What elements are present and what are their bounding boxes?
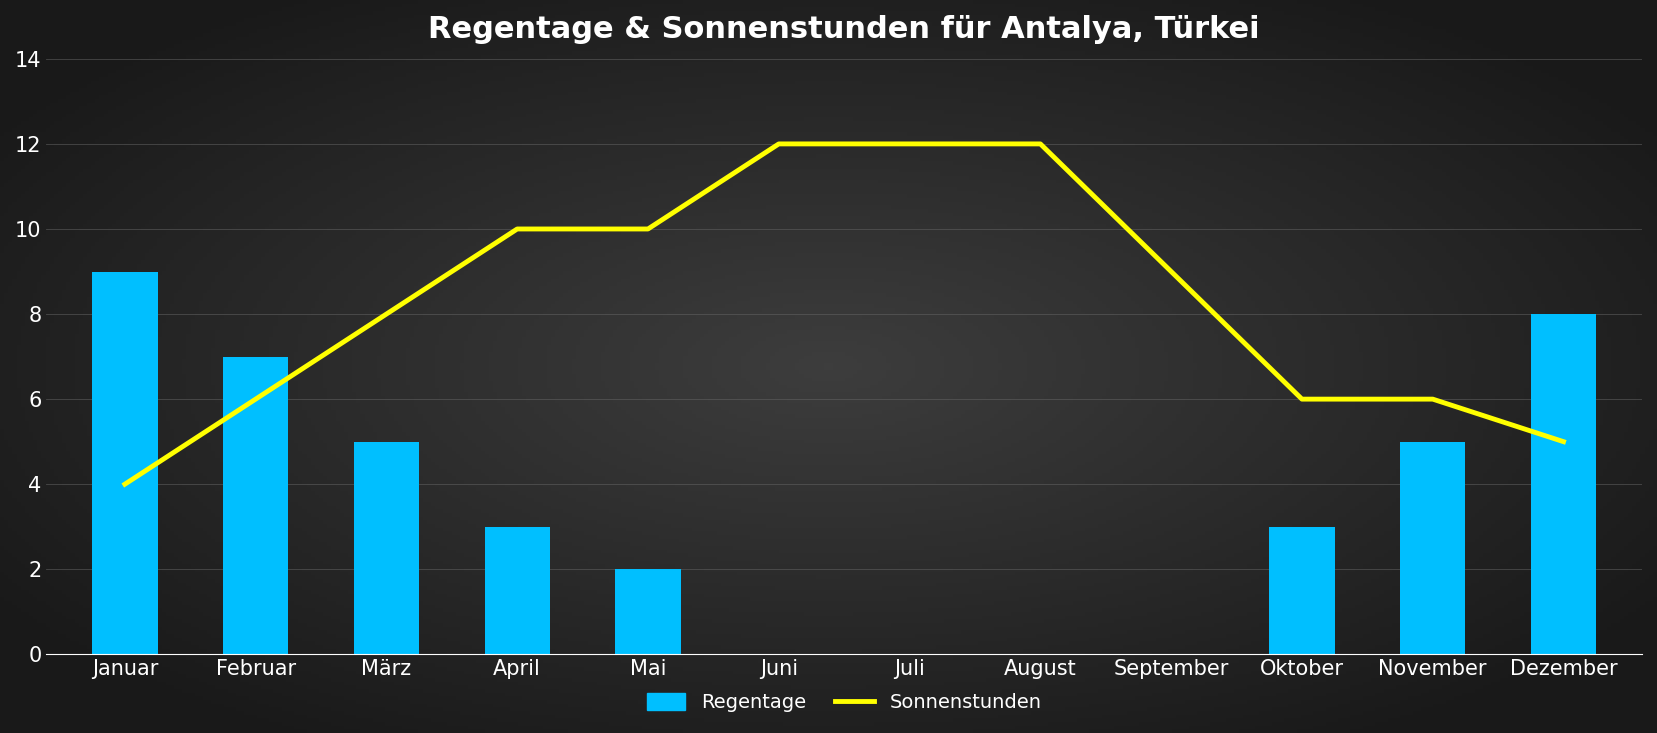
Legend: Regentage, Sonnenstunden: Regentage, Sonnenstunden <box>636 683 1052 722</box>
Sonnenstunden <box>114 480 134 489</box>
Sonnenstunden <box>1031 139 1051 148</box>
Sonnenstunden <box>900 139 920 148</box>
Bar <box>484 527 550 655</box>
Sonnenstunden <box>638 224 658 233</box>
Sonnenstunden <box>376 309 396 318</box>
Sonnenstunden <box>769 139 789 148</box>
Sonnenstunden <box>1162 267 1181 276</box>
Sonnenstunden <box>507 224 527 233</box>
Bar <box>353 442 419 655</box>
Bar <box>1269 527 1334 655</box>
Title: Regentage & Sonnenstunden für Antalya, Türkei: Regentage & Sonnenstunden für Antalya, T… <box>429 15 1259 44</box>
Line: Sonnenstunden: Sonnenstunden <box>124 144 1564 485</box>
Sonnenstunden <box>1292 395 1312 404</box>
Bar <box>1400 442 1465 655</box>
Sonnenstunden <box>1423 395 1443 404</box>
Bar <box>93 271 157 655</box>
Sonnenstunden <box>1554 438 1574 446</box>
Bar <box>1531 314 1596 655</box>
Bar <box>615 570 681 655</box>
Bar <box>224 356 288 655</box>
Sonnenstunden <box>245 395 265 404</box>
